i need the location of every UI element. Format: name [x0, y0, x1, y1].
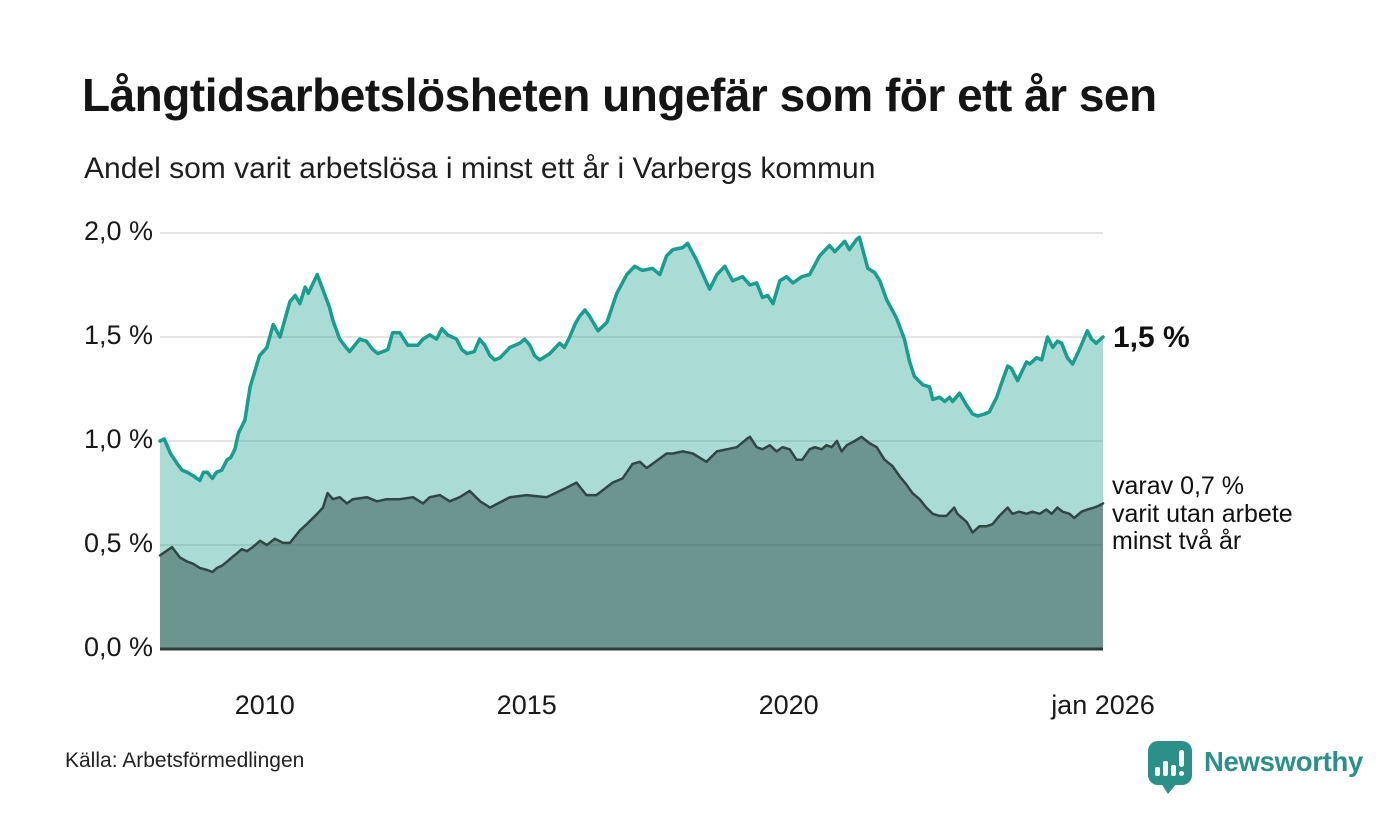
y-tick-label: 0,5 % — [83, 528, 153, 558]
x-tick-label: 2020 — [758, 690, 819, 720]
series-line — [158, 235, 1105, 483]
series-secondary-annotation: varav 0,7 % varit utan arbete minst två år — [1112, 472, 1293, 556]
annotation-line: varit utan arbete — [1112, 499, 1293, 528]
x-tick-label: jan 2026 — [1051, 690, 1155, 720]
x-tick-label: 2010 — [234, 690, 295, 720]
annotation-line: minst två år — [1112, 527, 1242, 555]
y-tick-label: 0,0 % — [83, 632, 153, 662]
chart-subtitle: Andel som varit arbetslösa i minst ett å… — [84, 152, 876, 185]
newsworthy-logo-icon — [1148, 741, 1192, 794]
source-credit: Källa: Arbetsförmedlingen — [65, 749, 305, 772]
series-end-value-label: 1,5 % — [1113, 321, 1190, 354]
y-tick-label: 1,0 % — [83, 424, 153, 454]
y-tick-label: 1,5 % — [83, 320, 153, 350]
y-tick-label: 2,0 % — [83, 216, 153, 246]
x-tick-label: 2015 — [496, 690, 557, 720]
area-fill — [160, 436, 1103, 649]
page-title: Långtidsarbetslösheten ungefär som för e… — [82, 69, 1157, 121]
annotation-line: varav 0,7 % — [1112, 472, 1245, 500]
area-fill — [160, 237, 1103, 649]
newsworthy-logo-text: Newsworthy — [1204, 746, 1363, 777]
series-line — [158, 435, 1105, 574]
